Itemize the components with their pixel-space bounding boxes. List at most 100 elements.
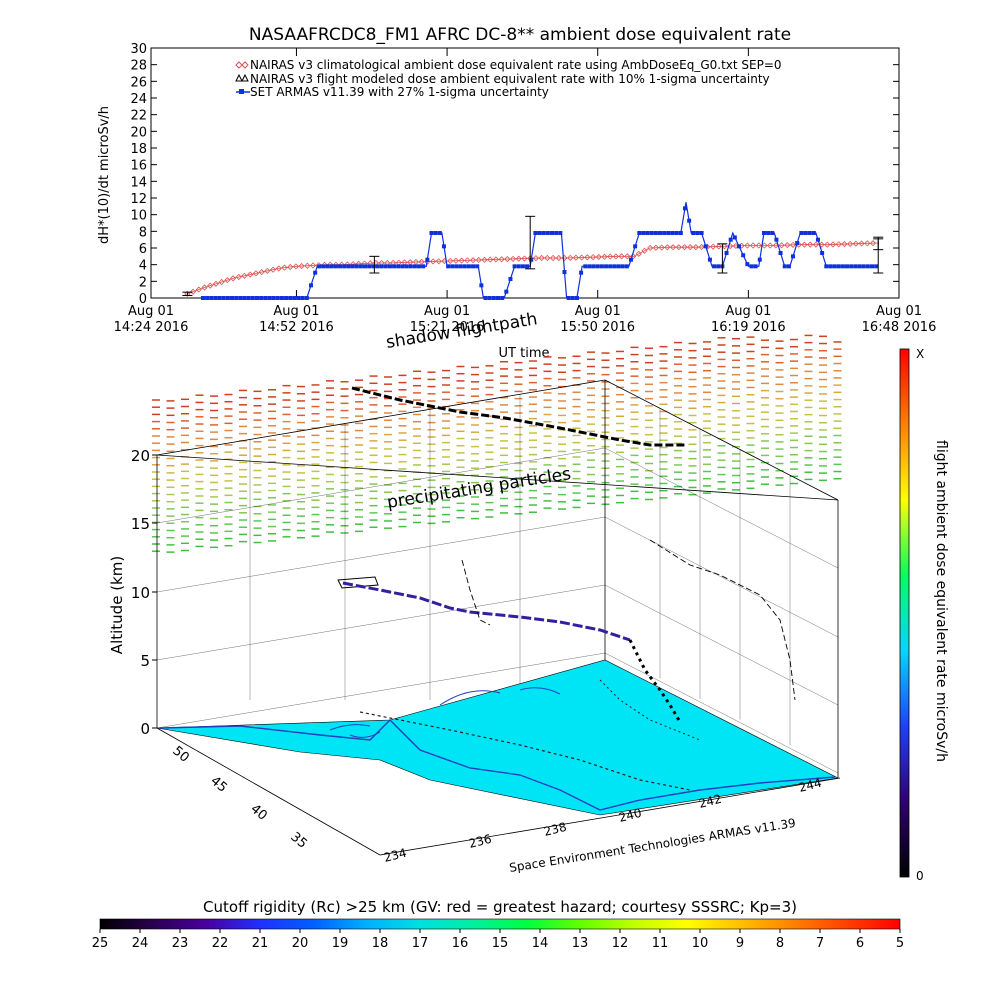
armas-point <box>645 231 650 235</box>
armas-point <box>288 296 293 300</box>
armas-point <box>346 264 351 269</box>
armas-point <box>259 296 264 300</box>
cutoff-tick-label: 25 <box>92 936 109 951</box>
colorbar-top-label: X <box>916 347 924 361</box>
clim-point <box>567 254 574 261</box>
y-tick-label: 4 <box>139 259 147 274</box>
clim-point <box>852 240 859 247</box>
x-tick-label-date: Aug 01 <box>424 304 470 319</box>
armas-point <box>458 264 463 269</box>
armas-point <box>213 296 218 300</box>
wall-grid-horizontal <box>156 584 606 661</box>
latitude-axis <box>156 727 381 856</box>
triangle-icon <box>235 73 249 82</box>
armas-point <box>321 264 326 269</box>
longitude-tick-label: 242 <box>697 792 723 811</box>
cutoff-tick-label: 8 <box>776 936 784 951</box>
clim-point <box>401 259 408 266</box>
clim-point <box>412 258 419 266</box>
armas-point <box>462 264 467 269</box>
armas-point <box>537 231 542 235</box>
armas-point <box>250 296 255 300</box>
armas-point <box>367 264 372 269</box>
armas-point <box>225 296 230 300</box>
armas-point <box>741 253 746 258</box>
y-tick-label: 18 <box>130 142 147 157</box>
armas-point <box>562 270 567 274</box>
y-tick-label: 14 <box>130 175 147 190</box>
square-icon <box>239 89 244 94</box>
armas-point <box>699 231 704 235</box>
clim-point <box>669 244 677 251</box>
legend-item-climatological: NAIRAS v3 climatological ambient dose eq… <box>235 58 782 72</box>
armas-point <box>795 241 800 245</box>
clim-point <box>492 256 499 263</box>
armas-point <box>437 231 442 235</box>
clim-point <box>595 253 602 261</box>
armas-point <box>641 231 646 235</box>
armas-point <box>703 244 708 249</box>
armas-point <box>263 296 268 300</box>
armas-point <box>749 264 754 269</box>
cutoff-bar-ticks: 25 24 23 22 21 20 19 18 17 16 15 14 13 12 11 10 9 8 7 6 5 <box>92 929 904 951</box>
clim-point <box>435 258 442 265</box>
coastline-detail <box>329 687 561 738</box>
armas-point <box>392 264 397 269</box>
cutoff-tick-label: 7 <box>816 936 824 951</box>
clim-point <box>692 244 699 251</box>
flightpath-mid <box>337 539 796 723</box>
armas-point <box>487 296 492 300</box>
clim-point <box>281 264 288 271</box>
armas-point <box>475 264 480 269</box>
armas-point <box>845 264 850 269</box>
plot-frame <box>150 47 900 299</box>
clim-point <box>749 242 757 249</box>
side-grid-horizontal <box>604 652 839 774</box>
armas-point <box>512 264 517 269</box>
clim-point <box>407 259 414 266</box>
x-tick-label-date: Aug 01 <box>876 304 922 319</box>
armas-point <box>753 264 758 269</box>
armas-point <box>737 244 742 249</box>
altitude-tick-label: 5 <box>140 652 150 670</box>
clim-point <box>864 240 871 247</box>
clim-point <box>612 253 619 260</box>
armas-point <box>221 296 226 300</box>
armas-point <box>441 244 446 249</box>
flight-outline <box>337 576 379 589</box>
clim-point <box>532 255 539 262</box>
x-tick-label-date: Aug 01 <box>128 304 174 319</box>
armas-point <box>666 231 671 235</box>
legend-item-flight-modeled: NAIRAS v3 flight modeled dose ambient eq… <box>235 72 770 86</box>
armas-point <box>716 264 721 269</box>
armas-point <box>433 231 438 235</box>
latitude-tick-label: 45 <box>207 774 229 796</box>
clim-point <box>721 243 728 250</box>
clim-point <box>835 241 842 248</box>
y-tick-label: 0 <box>139 292 147 307</box>
wall-grid-horizontal <box>156 516 606 593</box>
clim-point <box>652 244 659 251</box>
legend-label-flight-modeled: NAIRAS v3 flight modeled dose ambient eq… <box>250 72 770 86</box>
cutoff-tick-label: 6 <box>856 936 864 951</box>
armas-point <box>840 264 845 269</box>
armas-point <box>375 264 380 269</box>
armas-point <box>782 264 787 269</box>
armas-point <box>234 296 239 300</box>
armas-point <box>587 264 592 269</box>
y-tick-label: 30 <box>130 42 147 57</box>
armas-point <box>338 264 343 269</box>
armas-point <box>404 264 409 269</box>
armas-point <box>400 264 405 269</box>
clim-point <box>755 242 762 249</box>
series-armas <box>200 202 879 300</box>
clim-point <box>761 242 768 249</box>
armas-point <box>828 264 833 269</box>
armas-point <box>786 264 791 269</box>
armas-point <box>396 264 401 269</box>
armas-point <box>662 231 667 235</box>
armas-point <box>371 264 376 269</box>
y-tick-label: 10 <box>130 209 147 224</box>
